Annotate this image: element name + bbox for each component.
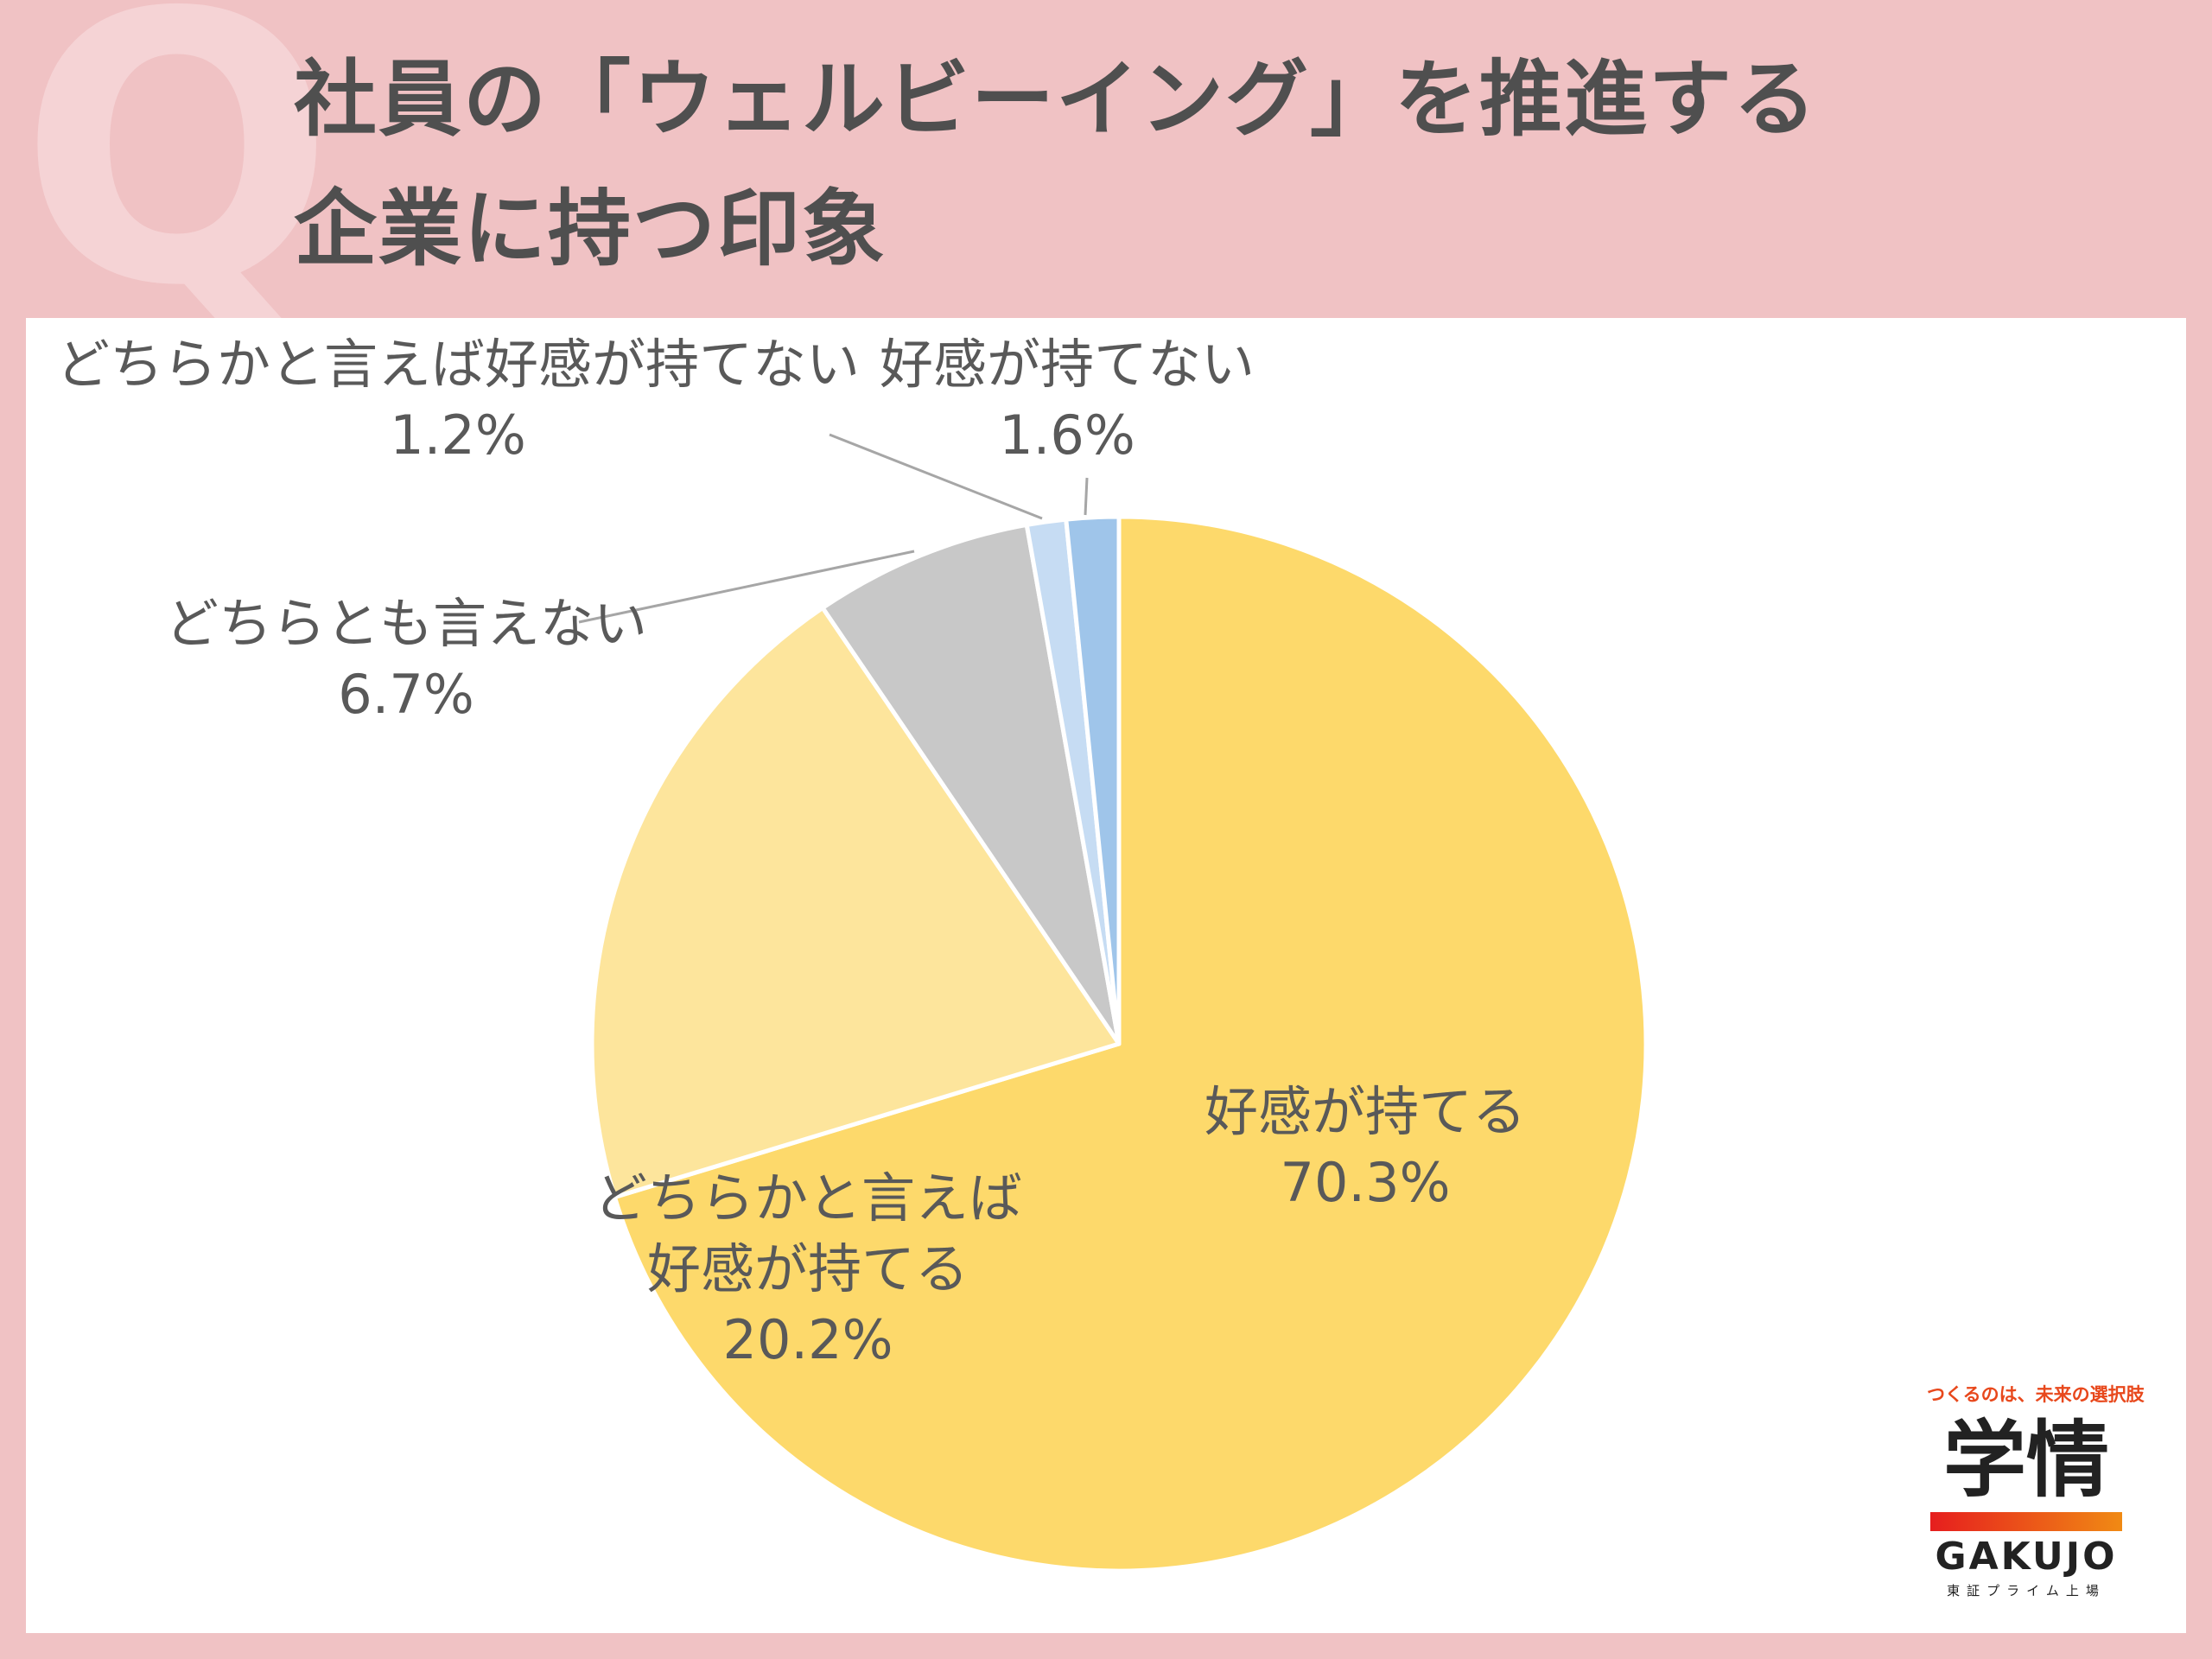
pie-slice-5	[1064, 514, 1122, 1046]
pie-chart: 好感が持てる 70.3%どちらかと言えば好感が持てる 20.2%どちらとも言えない 6…	[56, 333, 1649, 1573]
slice-label-2: どちらかと言えば好感が持てる 20.2%	[594, 1166, 1022, 1371]
logo-kanji: 学情	[1943, 1412, 2109, 1509]
slice-value-5: 1.6%	[999, 404, 1135, 467]
slice-name-2: どちらかと言えば	[594, 1166, 1022, 1230]
page-title: 社員の「ウェルビーイング」を推進する 企業に持つ印象	[294, 35, 1818, 294]
title-line-2: 企業に持つ印象	[294, 181, 887, 277]
slice-label-5: 好感が持てない 1.6%	[880, 333, 1255, 467]
slice-value-4: 1.2%	[390, 404, 526, 467]
pie-slice-2	[589, 605, 1122, 1200]
logo-bar	[1930, 1512, 2122, 1531]
chart-panel: 好感が持てる 70.3% どちらかと言えば好感が持てる 20.2% どちらとも言えない 6…	[26, 318, 2186, 1633]
leader-line-5	[1084, 477, 1089, 516]
slice-value-2: 20.2%	[723, 1308, 893, 1371]
logo-name: GAKUJO	[1935, 1535, 2118, 1579]
slice-name-2: 好感が持てる	[647, 1237, 969, 1300]
slice-label-4: どちらかと言えば好感が持てない 1.2%	[56, 333, 860, 467]
logo-sub: 東証プライム上場	[1947, 1583, 2106, 1599]
leader-line-4	[829, 433, 1043, 520]
slice-name-4: どちらかと言えば好感が持てない	[56, 333, 860, 396]
logo-tagline: つくるのは、未来の選択肢	[1927, 1384, 2145, 1405]
slice-value-3: 6.7%	[338, 663, 474, 726]
q-mark: Q	[19, 0, 335, 367]
title-line-1: 社員の「ウェルビーイング」を推進する	[294, 51, 1818, 148]
pie-slice-3	[820, 522, 1122, 1046]
slice-label-1: 好感が持てる 70.3%	[1205, 1080, 1526, 1214]
gakujo-logo: つくるのは、未来の選択肢 学情 GAKUJO 東証プライム上場	[1927, 1381, 2145, 1599]
slice-name-1: 好感が持てる	[1205, 1080, 1526, 1143]
pie-slice-1	[612, 514, 1649, 1573]
slice-label-3: どちらとも言えない 6.7%	[165, 592, 647, 726]
slice-name-3: どちらとも言えない	[165, 592, 647, 655]
slice-name-5: 好感が持てない	[880, 333, 1255, 396]
slice-value-1: 70.3%	[1281, 1151, 1451, 1214]
leader-line-3	[578, 550, 915, 624]
